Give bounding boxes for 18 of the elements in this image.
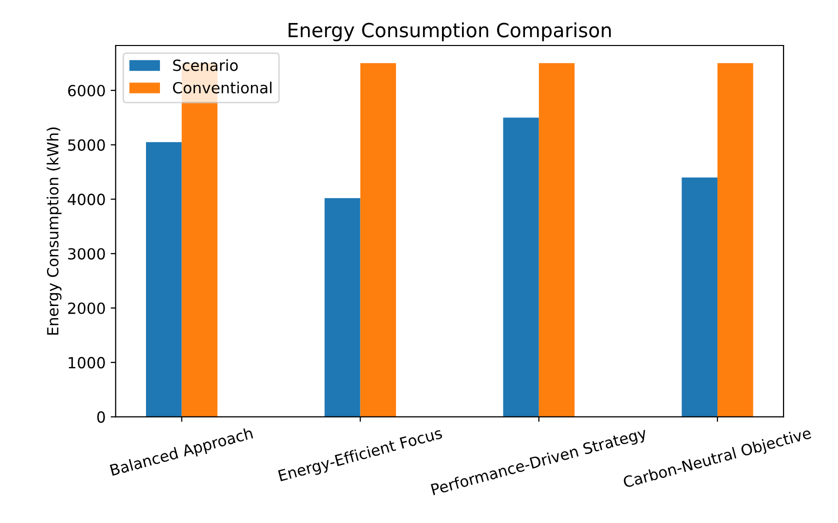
y-tick-label: 1000	[68, 356, 105, 368]
bar	[360, 63, 396, 417]
legend-label: Conventional	[173, 82, 272, 94]
bar	[324, 198, 360, 417]
y-tick-label: 6000	[68, 84, 105, 96]
legend-label: Scenario	[173, 59, 238, 72]
y-tick-label: 3000	[68, 248, 105, 260]
bar	[538, 63, 575, 417]
chart-title: Energy Consumption Comparison	[288, 22, 611, 42]
bar	[682, 177, 718, 417]
y-tick-label: 0	[97, 411, 105, 423]
bar	[503, 118, 539, 417]
y-axis-title: Energy Consumption (kWh)	[46, 128, 62, 335]
y-tick-label: 2000	[68, 302, 105, 314]
bar	[146, 142, 182, 417]
y-tick-label: 4000	[68, 194, 105, 206]
bar	[717, 63, 754, 417]
y-tick-label: 5000	[68, 139, 105, 151]
